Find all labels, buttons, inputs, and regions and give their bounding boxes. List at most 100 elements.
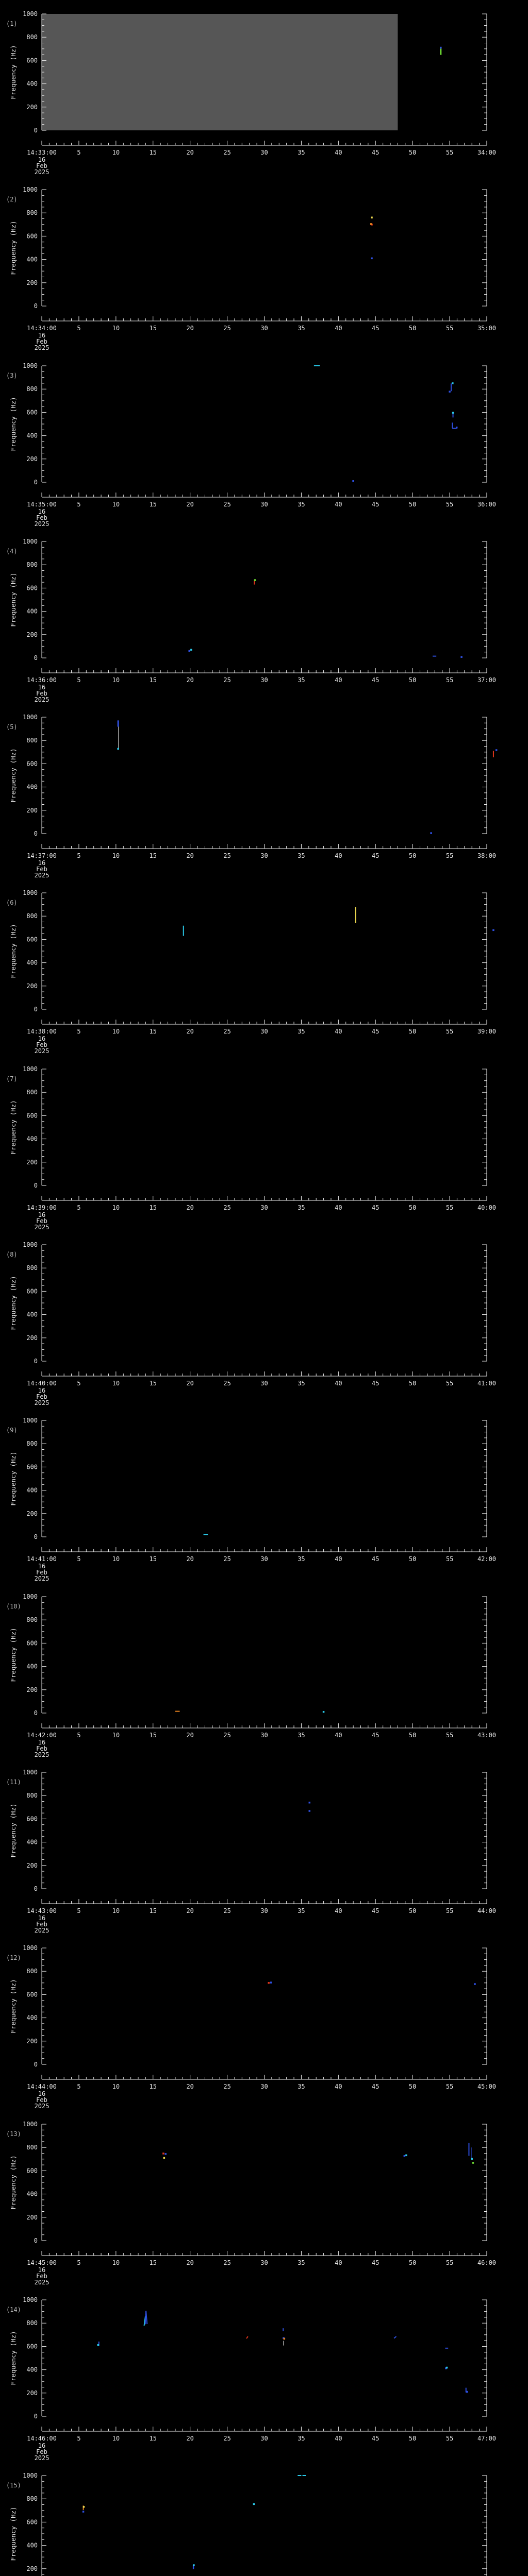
- x-tick-label: 25: [223, 1380, 230, 1387]
- x-tick-label: 55: [446, 1907, 453, 1914]
- y-axis-title: Frequency (Hz): [9, 924, 17, 978]
- x-axis-end-time: 45:00: [477, 2083, 496, 2090]
- x-axis-date-line: Feb: [36, 2273, 47, 2280]
- y-tick-label: 400: [26, 432, 38, 439]
- panel-index-label: (6): [6, 899, 18, 906]
- x-tick-label: 55: [446, 149, 453, 156]
- y-tick-label: 0: [34, 1533, 38, 1540]
- x-tick-label: 25: [223, 2083, 230, 2090]
- y-tick-label: 800: [26, 1264, 38, 1272]
- y-tick-label: 200: [26, 1510, 38, 1517]
- x-tick-label: 45: [372, 852, 379, 859]
- feature-dot: [164, 2153, 167, 2155]
- x-tick-label: 35: [298, 325, 305, 332]
- feature-dot: [254, 579, 256, 581]
- x-tick-label: 30: [260, 852, 268, 859]
- panel-index-label: (14): [6, 2306, 21, 2313]
- x-axis-end-time: 36:00: [477, 501, 496, 508]
- x-tick-label: 20: [186, 2083, 193, 2090]
- y-tick-label: 400: [26, 1135, 38, 1142]
- x-tick-label: 15: [150, 1380, 157, 1387]
- x-tick-label: 15: [150, 1907, 157, 1914]
- x-axis-date-line: 16: [38, 1739, 45, 1746]
- x-axis-date-line: 16: [38, 1563, 45, 1570]
- y-tick-label: 0: [34, 2413, 38, 2420]
- x-tick-label: 10: [112, 2435, 120, 2442]
- x-axis-start-time: 14:46:00: [27, 2435, 57, 2442]
- x-tick-label: 25: [223, 1204, 230, 1211]
- y-axis: 0 200 400 600 800 1000: [23, 2121, 487, 2244]
- x-axis-end-time: 42:00: [477, 1555, 496, 1563]
- x-tick-label: 10: [112, 325, 120, 332]
- y-tick-label: 400: [26, 2542, 38, 2549]
- x-axis-end-time: 34:00: [477, 149, 496, 156]
- y-tick-label: 400: [26, 256, 38, 263]
- feature-dot: [452, 382, 454, 384]
- panel-index-label: (15): [6, 2482, 21, 2489]
- y-axis-title: Frequency (Hz): [9, 2331, 17, 2385]
- feature-dot: [455, 426, 458, 429]
- spectrogram-panel-6: 0 200 400 600 800 1000 Frequency (Hz) (6) 5 10 15 2…: [0, 879, 528, 1055]
- x-tick-label: 20: [186, 1204, 193, 1211]
- spectrogram-panel-9: 0 200 400 600 800 1000 Frequency (Hz) (9) 5 10 15 2…: [0, 1406, 528, 1583]
- x-tick-label: 50: [409, 2259, 416, 2266]
- x-axis-start-time: 14:43:00: [27, 1907, 57, 1914]
- y-tick-label: 400: [26, 784, 38, 791]
- x-tick-label: 10: [112, 1380, 120, 1387]
- feature-segment: [145, 2311, 148, 2324]
- y-tick-label: 800: [26, 1616, 38, 1623]
- x-tick-label: 35: [298, 1555, 305, 1563]
- x-tick-label: 40: [335, 852, 342, 859]
- x-tick-label: 25: [223, 1907, 230, 1914]
- x-tick-label: 10: [112, 676, 120, 684]
- y-axis: 0 200 400 600 800 1000: [23, 186, 487, 310]
- spectrogram-panel-11: 0 200 400 600 800 1000 Frequency (Hz) (11) 5 10 15…: [0, 1758, 528, 1935]
- x-axis-date-line: Feb: [36, 866, 47, 873]
- y-tick-label: 600: [26, 936, 38, 943]
- y-axis: 0 200 400 600 800 1000: [23, 889, 487, 1013]
- y-tick-label: 200: [26, 1159, 38, 1166]
- x-tick-label: 35: [298, 2259, 305, 2266]
- y-tick-label: 800: [26, 1792, 38, 1799]
- y-tick-label: 600: [26, 57, 38, 64]
- detection-features: [162, 2143, 474, 2164]
- x-axis-date-line: 16: [38, 1035, 45, 1042]
- x-tick-label: 50: [409, 2435, 416, 2442]
- feature-dot: [460, 656, 463, 658]
- y-tick-label: 1000: [23, 1417, 38, 1424]
- x-axis-date-line: 16: [38, 1211, 45, 1218]
- x-tick-label: 5: [77, 1732, 80, 1739]
- x-tick-label: 55: [446, 676, 453, 684]
- x-tick-label: 45: [372, 1380, 379, 1387]
- y-tick-label: 800: [26, 1440, 38, 1448]
- feature-dot: [97, 2344, 100, 2346]
- x-axis-date-line: 2025: [35, 2279, 50, 2286]
- y-tick-label: 1000: [23, 538, 38, 545]
- x-tick-label: 50: [409, 1555, 416, 1563]
- spectrogram-panel-13: 0 200 400 600 800 1000 Frequency (Hz) (13) 5 10 15…: [0, 2110, 528, 2286]
- x-axis-date-line: 2025: [35, 872, 50, 879]
- x-tick-label: 35: [298, 149, 305, 156]
- x-tick-label: 30: [260, 1732, 268, 1739]
- feature-dot: [471, 2158, 473, 2160]
- x-axis-date-line: Feb: [36, 1041, 47, 1048]
- y-tick-label: 200: [26, 1686, 38, 1693]
- x-axis-date-line: 16: [38, 2266, 45, 2274]
- feature-dot: [466, 2391, 468, 2393]
- y-axis-title: Frequency (Hz): [9, 1452, 17, 1506]
- x-axis-date-line: Feb: [36, 338, 47, 345]
- x-tick-label: 35: [298, 852, 305, 859]
- feature-dot: [492, 929, 494, 931]
- y-tick-label: 1000: [23, 1065, 38, 1073]
- panel-background: [0, 1055, 528, 1231]
- x-tick-label: 30: [260, 1555, 268, 1563]
- feature-dot: [370, 223, 372, 225]
- x-tick-label: 15: [150, 501, 157, 508]
- x-tick-label: 45: [372, 2259, 379, 2266]
- y-axis: 0 200 400 600 800 1000: [23, 1944, 487, 2068]
- x-tick-label: 10: [112, 1204, 120, 1211]
- y-axis-title: Frequency (Hz): [9, 221, 17, 275]
- y-tick-label: 400: [26, 607, 38, 615]
